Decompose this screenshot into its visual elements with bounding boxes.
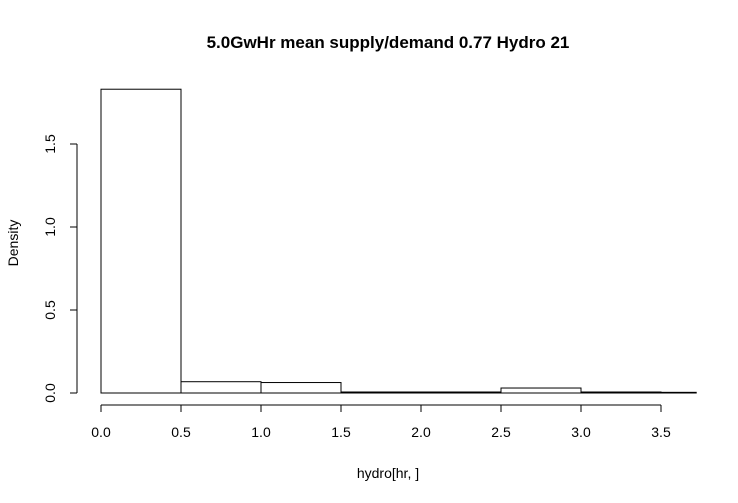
x-tick-label: 1.5: [331, 424, 351, 440]
x-tick-label: 0.5: [171, 424, 191, 440]
histogram-bar: [260, 382, 342, 394]
histogram-bar: [340, 391, 422, 394]
x-tick-label: 2.5: [491, 424, 511, 440]
histogram-bar: [180, 381, 262, 394]
x-tick-label: 3.5: [651, 424, 671, 440]
x-tick-label: 2.0: [411, 424, 431, 440]
histogram-bar: [500, 387, 582, 394]
histogram-bar: [420, 391, 502, 394]
histogram-bar: [100, 88, 182, 394]
x-axis-label: hydro[hr, ]: [357, 465, 419, 481]
histogram-bar: [660, 391, 697, 394]
y-tick-label: 0.0: [42, 383, 58, 403]
y-tick-label: 0.5: [42, 300, 58, 320]
y-axis: 0.0 0.5 1.0 1.5: [42, 134, 78, 403]
x-tick-label: 0.0: [91, 424, 111, 440]
y-tick-label: 1.5: [42, 134, 58, 154]
x-tick-label: 3.0: [571, 424, 591, 440]
x-tick-label: 1.0: [251, 424, 271, 440]
bars-layer: [100, 88, 697, 394]
histogram-bar: [580, 391, 662, 394]
x-axis: 0.0 0.5 1.0 1.5 2.0 2.5 3.0 3.5: [91, 404, 671, 440]
y-tick-label: 1.0: [42, 217, 58, 237]
chart-title: 5.0GwHr mean supply/demand 0.77 Hydro 21: [207, 33, 570, 52]
y-axis-label: Density: [5, 220, 21, 267]
